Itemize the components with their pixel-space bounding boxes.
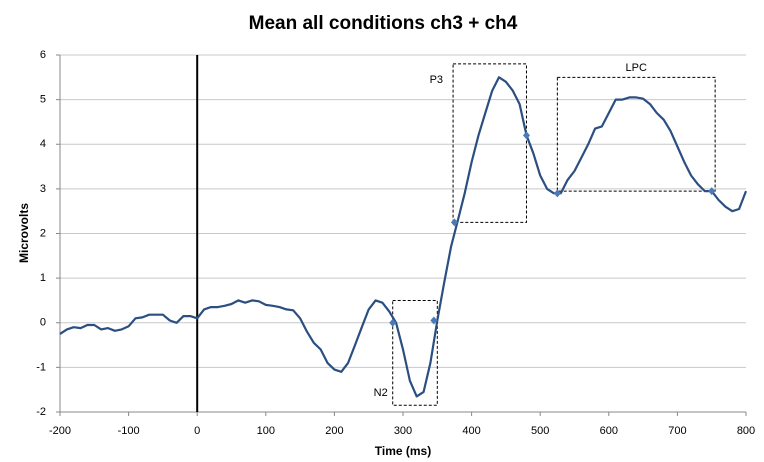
x-tick-label: -100 [118,425,140,437]
marker [430,316,438,325]
annotation-label: P3 [430,74,443,86]
y-tick-label: 6 [40,49,46,61]
marker [522,131,530,140]
y-tick-label: 1 [40,272,46,284]
y-tick-label: -2 [36,406,46,418]
annotation-label: LPC [626,62,647,74]
x-tick-label: 500 [531,425,549,437]
data-line [59,76,748,398]
annotation-box [556,76,716,192]
y-axis-title: Microvolts [17,203,31,263]
y-tick-label: 3 [40,183,46,195]
annotation-box [452,63,527,223]
x-tick-label: -200 [49,425,71,437]
chart-title: Mean all conditions ch3 + ch4 [249,13,518,34]
y-tick-label: 0 [40,317,46,329]
x-tick-label: 600 [600,425,618,437]
x-tick-label: 300 [394,425,412,437]
x-tick-label: 800 [737,425,755,437]
y-tick-label: -1 [36,361,46,373]
y-tick-label: 2 [40,227,46,239]
marker [450,218,458,227]
marker [389,318,397,327]
x-tick-label: 100 [257,425,275,437]
y-tick-label: 4 [40,138,46,150]
y-tick-label: 5 [40,94,46,106]
annotation-label: N2 [374,387,388,399]
annotation-box [392,299,438,406]
x-tick-label: 0 [194,425,200,437]
marker [708,187,716,196]
marker [553,189,561,198]
x-axis-title: Time (ms) [375,444,431,458]
x-tick-label: 700 [668,425,686,437]
x-tick-label: 400 [462,425,480,437]
x-tick-label: 200 [325,425,343,437]
